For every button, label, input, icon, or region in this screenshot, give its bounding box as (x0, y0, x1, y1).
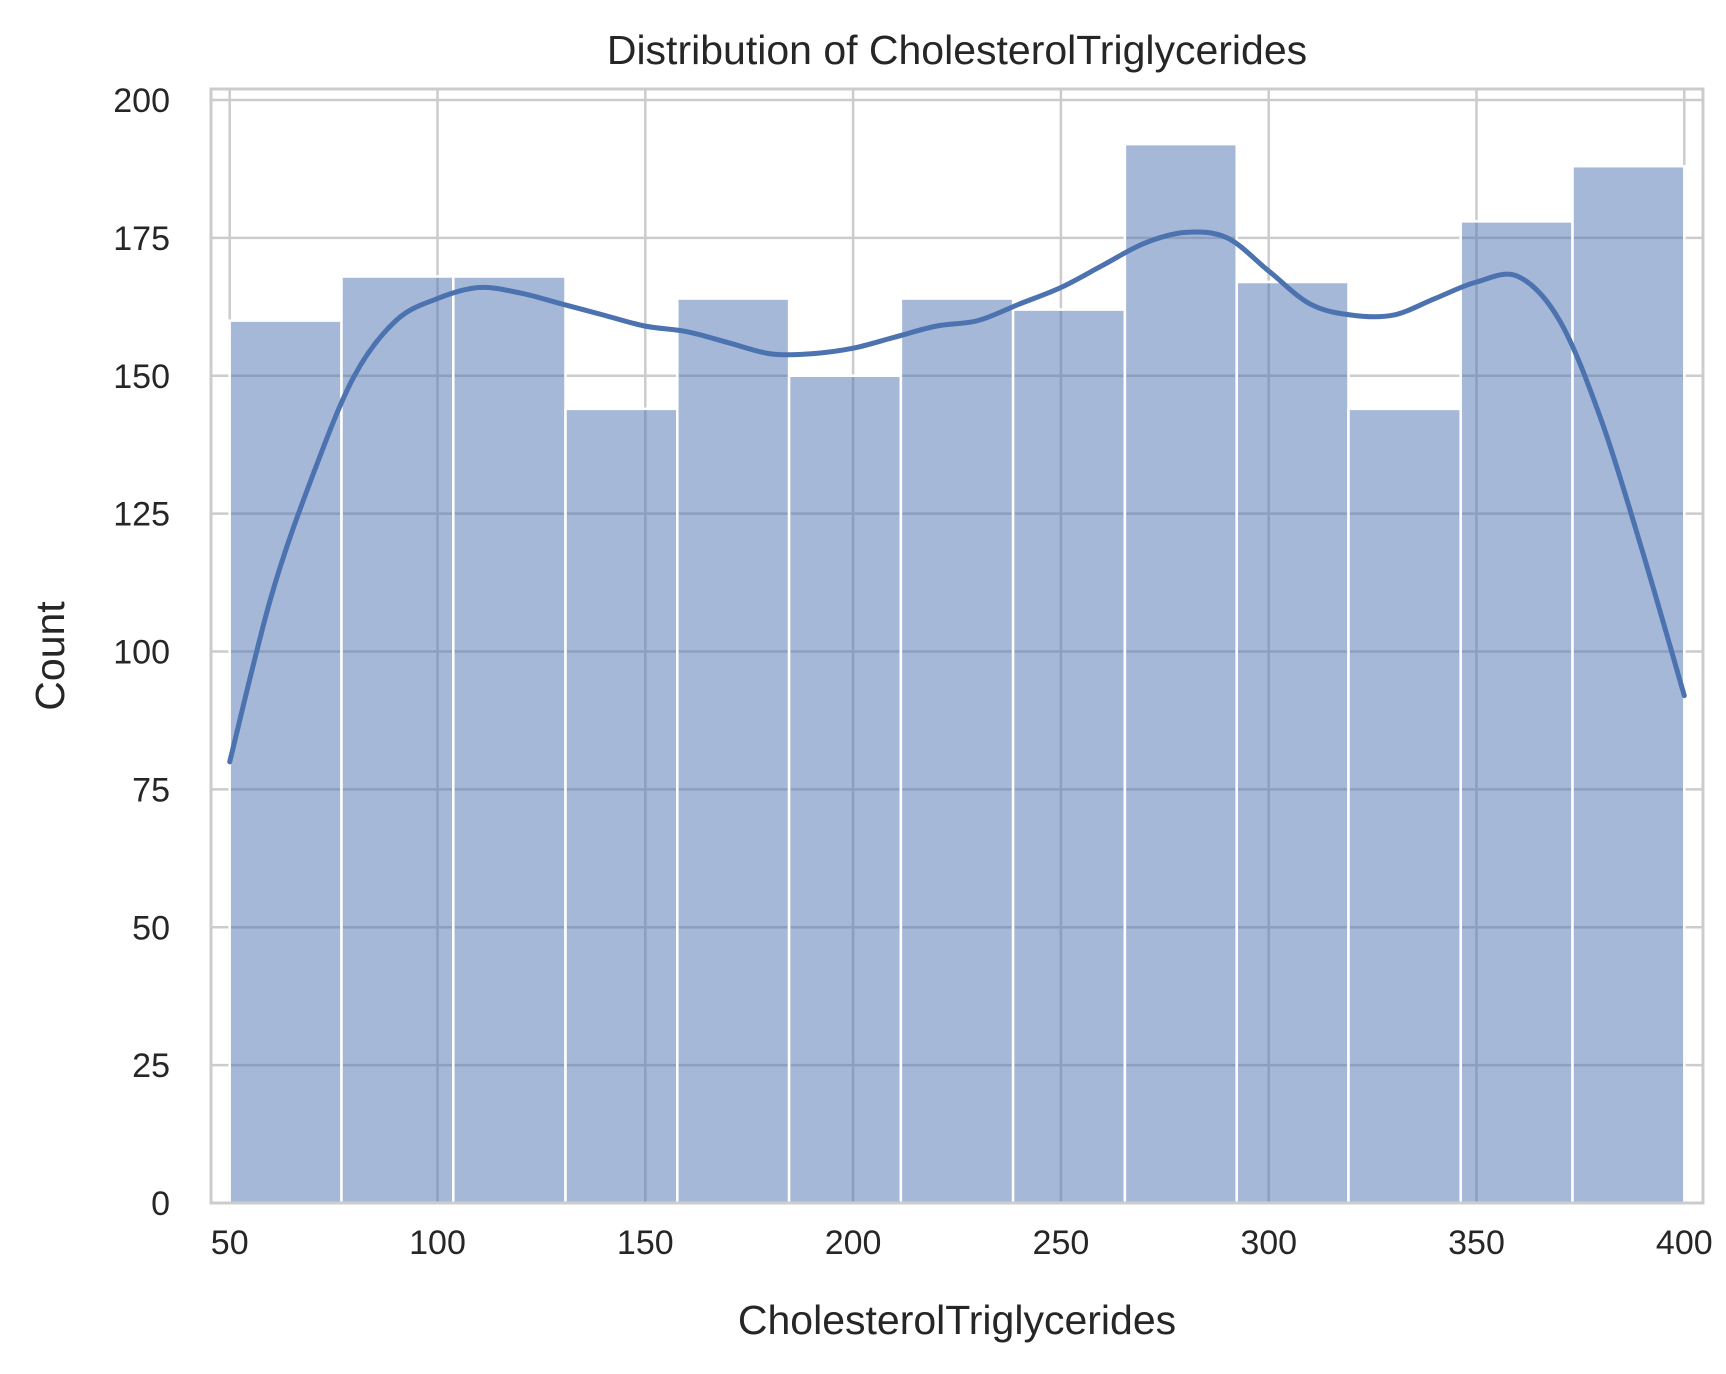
x-tick-label: 250 (1033, 1224, 1090, 1262)
histogram-bar-5 (676, 297, 791, 1205)
x-tick-labels: 50 100 150 200 250 300 350 400 (211, 1224, 1713, 1262)
histogram-bar-3 (452, 275, 567, 1205)
x-tick-label: 150 (617, 1224, 674, 1262)
histogram-bar-10 (1235, 280, 1350, 1205)
x-tick-label: 350 (1448, 1224, 1505, 1262)
y-tick-label: 200 (113, 82, 170, 120)
y-tick-label: 75 (132, 771, 170, 809)
kde-curve (227, 229, 1687, 765)
histogram-bar-11 (1347, 407, 1462, 1205)
y-tick-label: 175 (113, 220, 170, 258)
y-tick-labels: 0 25 50 75 100 125 150 175 200 (113, 82, 170, 1223)
histogram-bar-1 (228, 319, 343, 1205)
y-tick-label: 25 (132, 1047, 170, 1085)
x-tick-label: 50 (211, 1224, 249, 1262)
x-axis-label: CholesterolTriglycerides (738, 1297, 1176, 1343)
histogram-bar-6 (787, 374, 903, 1205)
histogram-bar-9 (1123, 142, 1238, 1205)
y-tick-label: 150 (113, 358, 170, 396)
y-tick-label: 125 (113, 496, 170, 534)
x-tick-label: 200 (825, 1224, 882, 1262)
x-tick-label: 100 (409, 1224, 466, 1262)
y-tick-label: 50 (132, 909, 170, 947)
x-tick-label: 400 (1656, 1224, 1713, 1262)
histogram-bar-12 (1459, 220, 1574, 1205)
chart-title: Distribution of CholesterolTriglycerides (607, 27, 1307, 73)
kde-line (227, 229, 1687, 765)
y-tick-label: 100 (113, 634, 170, 672)
histogram-bar-4 (564, 407, 679, 1205)
histogram-bar-2 (340, 275, 455, 1205)
x-tick-label: 300 (1240, 1224, 1297, 1262)
histogram-bars (228, 142, 1686, 1205)
histogram-bar-7 (899, 297, 1015, 1205)
histogram-bar-8 (1011, 308, 1127, 1205)
y-axis-label: Count (27, 601, 73, 711)
axes-frame (209, 87, 1705, 1205)
y-tick-label: 0 (151, 1185, 170, 1223)
histogram-bar-13 (1571, 164, 1686, 1205)
